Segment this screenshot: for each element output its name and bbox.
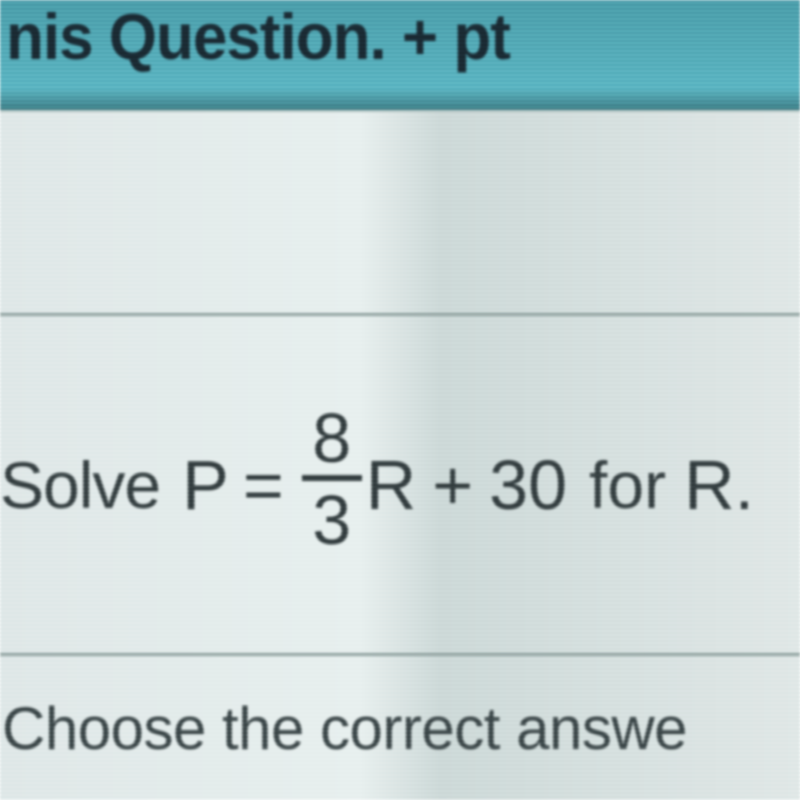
- fraction-numerator: 8: [312, 403, 351, 475]
- equation-for-text: for: [589, 447, 666, 523]
- equation-lhs-variable: P: [182, 445, 229, 525]
- blank-row: [0, 110, 800, 316]
- fraction-denominator: 3: [312, 481, 351, 555]
- question-header-text: nis Question. + pt: [6, 0, 510, 75]
- equation-rhs-variable: R: [366, 445, 417, 525]
- equation-period: .: [735, 445, 754, 525]
- equation-fraction: 8 3: [302, 403, 362, 555]
- equation-lead-text: Solve: [0, 447, 160, 523]
- equation-expression: Solve P = 8 3 R + 30 for R.: [0, 409, 754, 561]
- equation-plus: +: [432, 445, 473, 525]
- equation-row: Solve P = 8 3 R + 30 for R.: [0, 316, 800, 656]
- choose-prompt-text: Choose the correct answe: [2, 694, 687, 763]
- equation-constant: 30: [489, 445, 567, 525]
- question-card: nis Question. + pt Solve P = 8 3 R + 30 …: [0, 0, 800, 800]
- equation-solve-for-variable: R: [684, 445, 735, 525]
- equation-equals: =: [243, 445, 284, 525]
- question-header-band: nis Question. + pt: [0, 0, 800, 110]
- choose-prompt-row: Choose the correct answe: [0, 656, 800, 800]
